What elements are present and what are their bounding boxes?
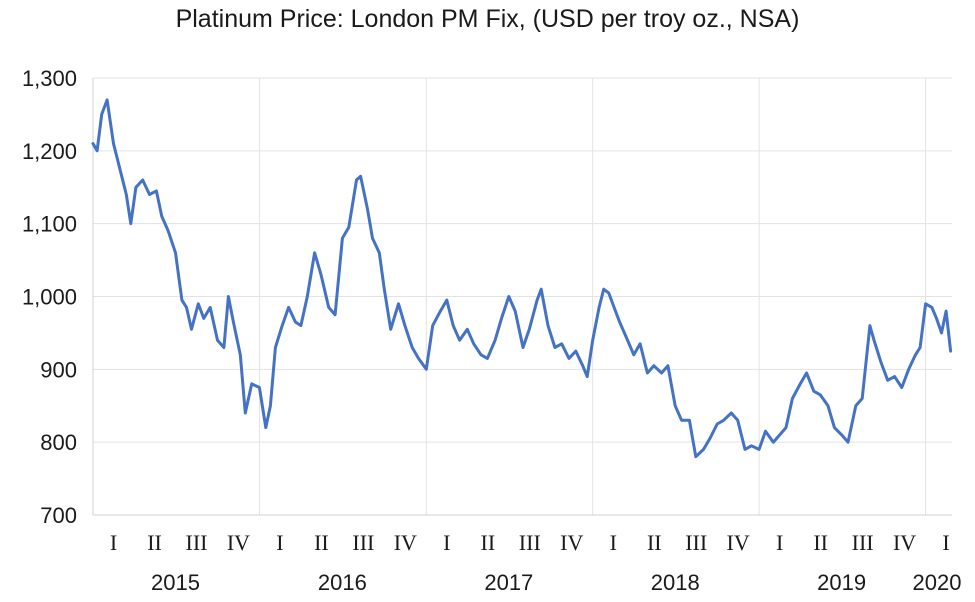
quarter-label: IV	[893, 530, 916, 555]
y-axis: 700 800 900 1,000 1,100 1,200 1,300	[22, 66, 77, 528]
quarter-label: I	[276, 530, 283, 555]
y-tick-label: 700	[40, 503, 77, 528]
year-label: 2015	[151, 570, 200, 595]
series-group	[91, 98, 953, 459]
y-tick-label: 900	[40, 357, 77, 382]
quarter-label: II	[647, 530, 662, 555]
grid-lines	[93, 77, 952, 515]
axis-lines	[92, 78, 952, 516]
quarter-label: IV	[227, 530, 250, 555]
year-label: 2017	[484, 570, 533, 595]
y-tick-label: 800	[40, 430, 77, 455]
quarter-label: I	[110, 530, 117, 555]
year-label: 2020	[913, 570, 962, 595]
y-tick-label: 1,000	[22, 285, 77, 310]
quarter-label: II	[481, 530, 496, 555]
y-tick-label: 1,300	[22, 66, 77, 91]
quarter-label: II	[147, 530, 162, 555]
quarter-label: III	[352, 530, 374, 555]
quarter-label: IV	[394, 530, 417, 555]
series-line	[91, 98, 953, 459]
y-tick-label: 1,200	[22, 139, 77, 164]
quarter-label: IV	[560, 530, 583, 555]
quarter-label: I	[443, 530, 450, 555]
quarter-label: III	[852, 530, 874, 555]
quarter-label: IV	[727, 530, 750, 555]
year-label: 2018	[651, 570, 700, 595]
quarter-label: I	[776, 530, 783, 555]
year-label: 2016	[318, 570, 367, 595]
chart-title: Platinum Price: London PM Fix, (USD per …	[175, 5, 800, 33]
year-label: 2019	[817, 570, 866, 595]
quarter-label: III	[685, 530, 707, 555]
y-tick-label: 1,100	[22, 212, 77, 237]
quarter-label: II	[813, 530, 828, 555]
x-axis: I II III IV I II III IV I II III IV I II III IV I II III IV…	[110, 530, 962, 595]
quarter-label: I	[610, 530, 617, 555]
quarter-label: III	[186, 530, 208, 555]
quarter-label: II	[314, 530, 329, 555]
quarter-label: I	[942, 530, 949, 555]
quarter-label: III	[519, 530, 541, 555]
